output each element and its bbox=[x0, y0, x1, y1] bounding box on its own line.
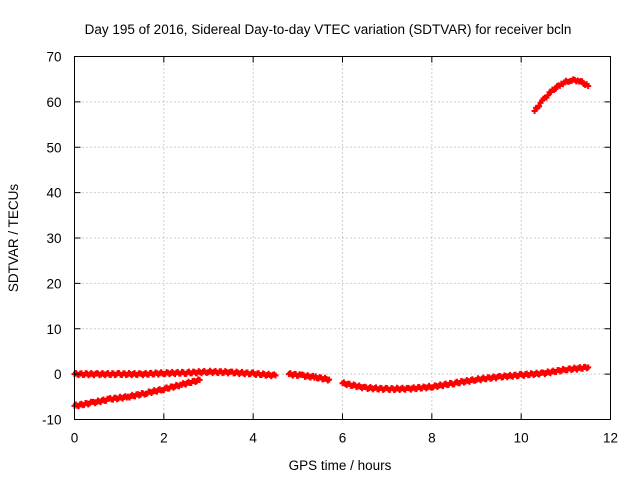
data-point bbox=[272, 372, 279, 379]
data-series-track bbox=[71, 367, 279, 380]
y-tick-label: 30 bbox=[46, 231, 61, 246]
x-tick-label: 2 bbox=[160, 431, 168, 446]
data-point bbox=[196, 377, 203, 384]
data-series bbox=[71, 76, 592, 410]
y-tick-label: 50 bbox=[46, 140, 61, 155]
y-tick-label: -10 bbox=[42, 413, 62, 428]
chart-title: Day 195 of 2016, Sidereal Day-to-day VTE… bbox=[85, 22, 572, 37]
data-series-track bbox=[71, 376, 203, 410]
x-tick-label: 10 bbox=[514, 431, 529, 446]
axis-ticks: 0 2 4 6 8 10 12 -10 0 10 20 30 40 50 60 70 bbox=[42, 50, 618, 446]
data-point bbox=[585, 364, 592, 371]
data-point bbox=[326, 376, 333, 383]
data-series-track bbox=[339, 363, 592, 393]
y-tick-label: 0 bbox=[54, 367, 62, 382]
y-tick-label: 40 bbox=[46, 186, 61, 201]
y-tick-label: 20 bbox=[46, 276, 61, 291]
y-tick-label: 70 bbox=[46, 50, 61, 65]
x-tick-label: 4 bbox=[249, 431, 257, 446]
x-tick-label: 8 bbox=[428, 431, 436, 446]
grid-lines bbox=[74, 56, 611, 420]
data-point bbox=[531, 107, 538, 114]
data-series-track bbox=[531, 76, 592, 114]
x-axis-label: GPS time / hours bbox=[289, 458, 392, 473]
x-tick-label: 0 bbox=[71, 431, 79, 446]
data-point bbox=[585, 82, 592, 89]
x-tick-label: 12 bbox=[603, 431, 618, 446]
data-series-track bbox=[285, 370, 333, 384]
y-tick-label: 60 bbox=[46, 95, 61, 110]
y-tick-label: 10 bbox=[46, 322, 61, 337]
x-tick-label: 6 bbox=[339, 431, 347, 446]
data-point bbox=[536, 103, 543, 110]
y-axis-label: SDTVAR / TECUs bbox=[6, 184, 21, 293]
